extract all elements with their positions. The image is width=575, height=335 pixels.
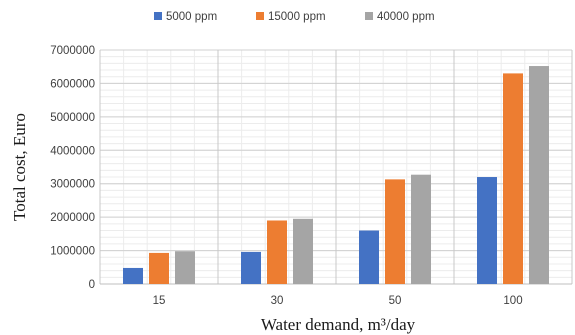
legend-label: 5000 ppm	[166, 11, 217, 23]
bar	[477, 177, 497, 284]
bar	[359, 230, 379, 284]
bar	[385, 179, 405, 284]
x-tick-label: 15	[153, 295, 166, 307]
legend-swatch	[365, 12, 373, 20]
bar	[241, 251, 261, 284]
x-tick-label: 50	[389, 295, 402, 307]
y-tick-label: 2000000	[50, 212, 95, 224]
legend-label: 15000 ppm	[268, 11, 326, 23]
x-tick-label: 30	[271, 295, 284, 307]
bars	[123, 66, 549, 285]
y-tick-label: 5000000	[50, 112, 95, 124]
legend-swatch	[256, 12, 264, 20]
bar	[503, 73, 523, 285]
bar	[149, 252, 169, 284]
grid-lines	[99, 49, 573, 285]
y-tick-label: 4000000	[50, 145, 95, 157]
legend-swatch	[154, 12, 162, 20]
legend-label: 40000 ppm	[377, 11, 435, 23]
bar	[267, 220, 287, 284]
y-tick-label: 1000000	[50, 246, 95, 258]
bar	[411, 174, 431, 284]
y-tick-label: 7000000	[50, 45, 95, 57]
x-axis-ticks: 15 30 50 100	[153, 295, 523, 307]
y-tick-label: 6000000	[50, 78, 95, 90]
x-tick-label: 100	[503, 295, 522, 307]
bar	[529, 66, 549, 284]
bar	[175, 251, 195, 284]
legend: 5000 ppm 15000 ppm 40000 ppm	[154, 11, 435, 23]
bar	[293, 218, 313, 284]
x-axis-title: Water demand, m³/day	[261, 315, 416, 334]
bar	[123, 267, 143, 284]
y-tick-label: 3000000	[50, 179, 95, 191]
y-axis-ticks: 0 1000000 2000000 3000000 4000000 5000000 6000…	[50, 45, 95, 291]
y-tick-label: 0	[89, 279, 95, 291]
y-axis-title: Total cost, Euro	[10, 113, 29, 221]
